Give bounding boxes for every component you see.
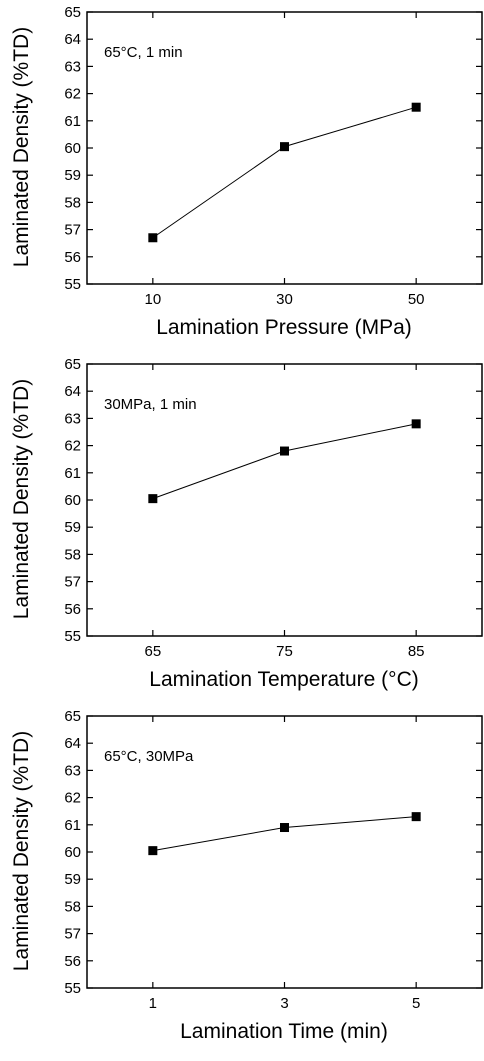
x-tick-label: 5 [412, 995, 420, 1012]
y-tick-label: 55 [64, 628, 81, 645]
y-tick-label: 64 [64, 31, 81, 48]
series-line [152, 423, 417, 500]
x-tick-label: 3 [280, 995, 288, 1012]
y-tick-label: 58 [64, 546, 81, 563]
y-tick-label: 56 [64, 601, 81, 618]
y-tick-label: 59 [64, 167, 81, 184]
series-line [152, 816, 417, 852]
y-axis-title: Laminated Density (%TD) [10, 731, 33, 971]
chart-panel-time: 65°C, 30MPa Lamination Time (min) Lamina… [0, 704, 484, 1056]
x-axis-title: Lamination Temperature (°C) [149, 668, 418, 691]
data-point [148, 846, 158, 856]
x-tick-label: 50 [408, 291, 425, 308]
y-tick-label: 57 [64, 926, 81, 943]
y-tick-label: 61 [64, 113, 81, 130]
y-axis-title: Laminated Density (%TD) [10, 379, 33, 619]
x-tick-label: 75 [276, 643, 293, 660]
y-tick-label: 61 [64, 465, 81, 482]
y-tick-label: 64 [64, 735, 81, 752]
data-point [411, 419, 421, 429]
series-line [152, 106, 417, 239]
y-tick-label: 62 [64, 86, 81, 103]
data-point [280, 823, 289, 833]
y-tick-label: 64 [64, 383, 81, 400]
y-tick-label: 55 [64, 980, 81, 997]
x-tick-label: 65 [144, 643, 161, 660]
x-tick-label: 30 [276, 291, 293, 308]
y-tick-label: 63 [64, 58, 81, 75]
x-tick-label: 85 [408, 643, 425, 660]
y-tick-label: 65 [64, 708, 81, 725]
data-point [148, 233, 158, 243]
data-point [411, 102, 421, 112]
chart-annotation: 65°C, 30MPa [104, 748, 194, 765]
y-tick-label: 57 [64, 222, 81, 239]
time-chart: 65°C, 30MPa Lamination Time (min) Lamina… [10, 708, 483, 1043]
data-point [280, 446, 289, 456]
y-tick-label: 62 [64, 790, 81, 807]
x-tick-label: 1 [149, 995, 157, 1012]
y-tick-label: 60 [64, 844, 81, 861]
chart-annotation: 65°C, 1 min [104, 44, 183, 61]
y-tick-label: 61 [64, 817, 81, 834]
y-tick-label: 56 [64, 249, 81, 266]
x-tick-label: 10 [144, 291, 161, 308]
y-tick-label: 65 [64, 356, 81, 373]
y-tick-label: 63 [64, 762, 81, 779]
y-tick-label: 59 [64, 519, 81, 536]
y-tick-label: 58 [64, 194, 81, 211]
y-tick-label: 58 [64, 898, 81, 915]
y-tick-label: 63 [64, 410, 81, 427]
temperature-chart: 30MPa, 1 min Lamination Temperature (°C)… [10, 356, 483, 691]
y-tick-label: 65 [64, 4, 81, 21]
chart-annotation: 30MPa, 1 min [104, 396, 197, 413]
x-axis-title: Lamination Pressure (MPa) [156, 316, 412, 339]
data-point [148, 494, 158, 504]
y-tick-label: 56 [64, 953, 81, 970]
data-point [280, 142, 289, 152]
x-axis-title: Lamination Time (min) [180, 1020, 388, 1043]
pressure-chart: 65°C, 1 min Lamination Pressure (MPa) La… [10, 4, 483, 339]
y-tick-label: 59 [64, 871, 81, 888]
y-tick-label: 62 [64, 438, 81, 455]
y-tick-label: 60 [64, 492, 81, 509]
data-point [411, 812, 421, 822]
y-tick-label: 60 [64, 140, 81, 157]
y-tick-label: 55 [64, 276, 81, 293]
y-tick-label: 57 [64, 574, 81, 591]
chart-panel-pressure: 65°C, 1 min Lamination Pressure (MPa) La… [0, 0, 484, 352]
y-axis-title: Laminated Density (%TD) [10, 27, 33, 267]
chart-panel-temperature: 30MPa, 1 min Lamination Temperature (°C)… [0, 352, 484, 704]
